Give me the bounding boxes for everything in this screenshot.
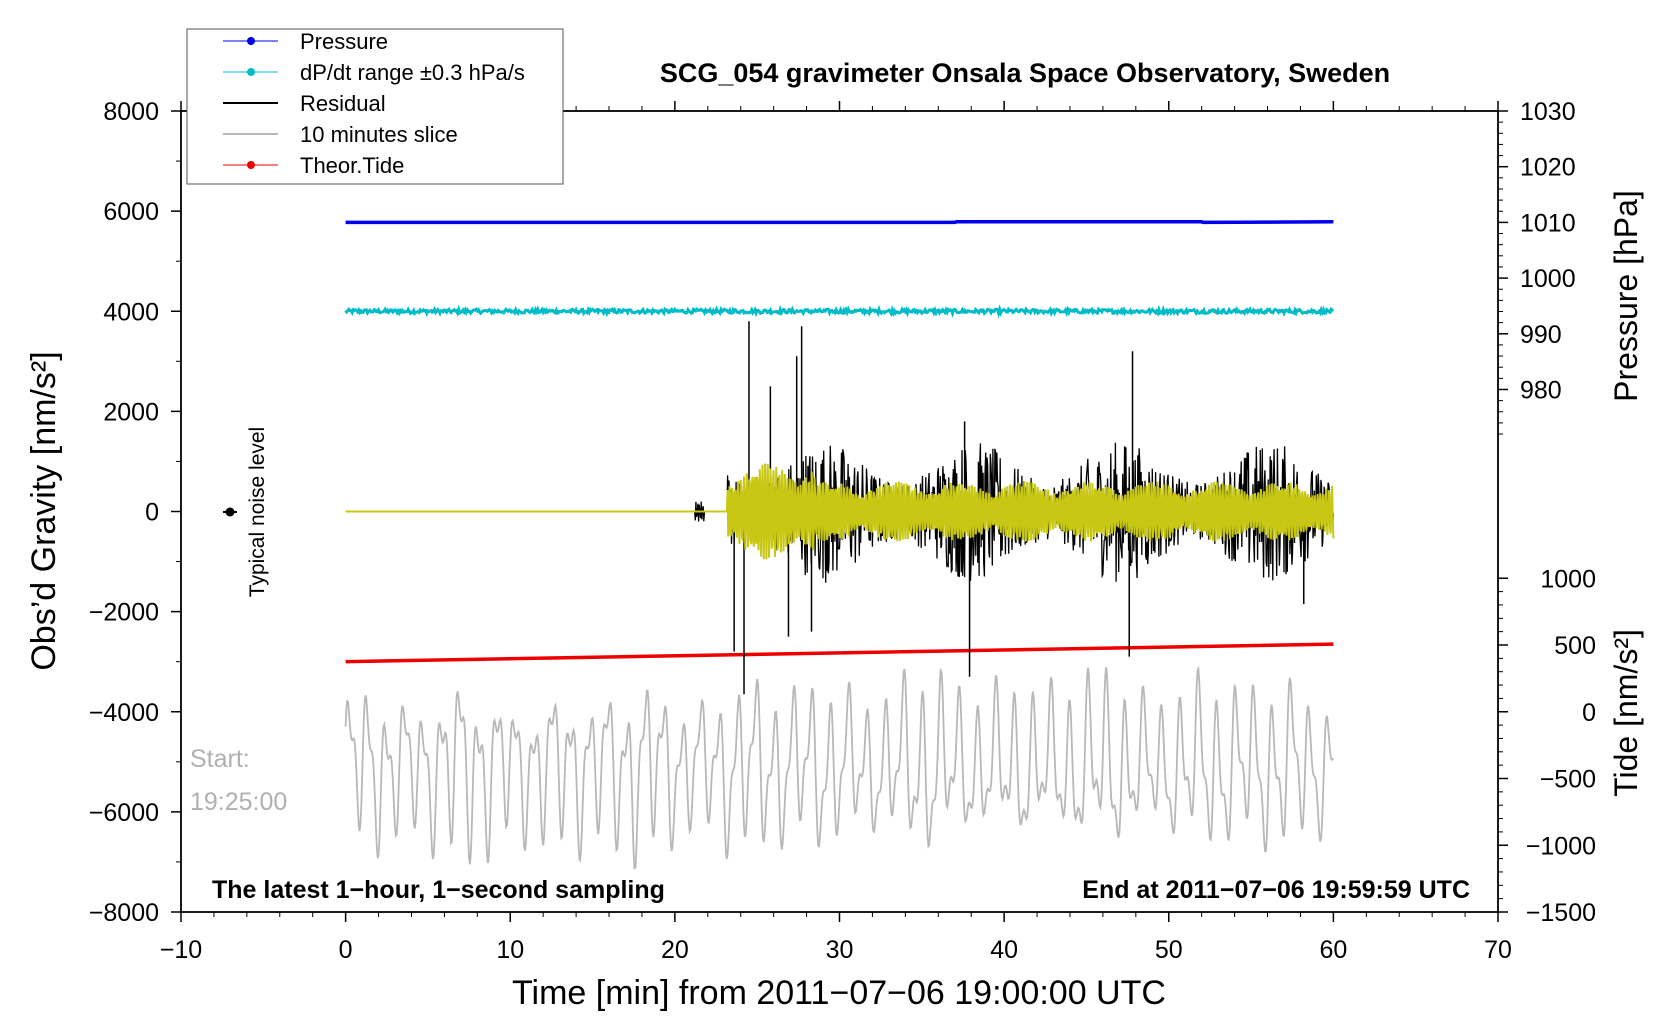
y-left-tick-label: 4000: [103, 298, 159, 326]
legend-box: [186, 28, 564, 185]
tick-layer: −10 0 10 20 30 40 50 60 70−8000−6000−4000−200002…: [89, 98, 1596, 964]
legend-label-2: Residual: [300, 91, 386, 116]
chart-title: SCG_054 gravimeter Onsala Space Observat…: [660, 58, 1390, 88]
series-dpdt: [344, 304, 1335, 319]
y-left-tick-label: 0: [145, 499, 159, 527]
series-10min-slice: [344, 665, 1334, 870]
legend-marker-1: [247, 68, 255, 76]
y-left-tick-label: −2000: [89, 599, 159, 627]
y-left-tick-label: −8000: [89, 899, 159, 927]
y-pressure-tick-label: 990: [1520, 321, 1562, 349]
y-tide-tick-label: −500: [1540, 766, 1596, 794]
y-pressure-tick-label: 1010: [1520, 209, 1576, 237]
x-tick-label: 70: [1484, 936, 1512, 964]
x-axis-label: Time [min] from 2011−07−06 19:00:00 UTC: [512, 974, 1166, 1012]
x-tick-label: 60: [1319, 936, 1347, 964]
y-tide-tick-label: 1000: [1540, 565, 1596, 593]
legend-marker-0: [247, 37, 255, 45]
legend-label-0: Pressure: [300, 29, 388, 54]
y-tide-tick-label: −1000: [1526, 832, 1596, 860]
legend-label-3: 10 minutes slice: [300, 122, 458, 147]
series-theor-tide: [345, 642, 1334, 664]
legend: Pressure dP/dt range ±0.3 hPa/s Residual 10…: [186, 28, 564, 185]
x-tick-label: −10: [160, 936, 202, 964]
x-tick-label: 50: [1155, 936, 1183, 964]
y-tide-tick-label: 0: [1582, 699, 1596, 727]
series-layer: [344, 220, 1335, 870]
sampling-note: The latest 1−hour, 1−second sampling: [212, 876, 665, 904]
y-left-tick-label: −6000: [89, 799, 159, 827]
legend-marker-4: [247, 161, 255, 169]
y-pressure-tick-label: 980: [1520, 376, 1562, 404]
y-pressure-tick-label: 1030: [1520, 98, 1576, 126]
y-pressure-tick-label: 1000: [1520, 265, 1576, 293]
x-tick-label: 40: [990, 936, 1018, 964]
x-tick-label: 30: [826, 936, 854, 964]
y-pressure-tick-label: 1020: [1520, 154, 1576, 182]
end-time-note: End at 2011−07−06 19:59:59 UTC: [1082, 876, 1470, 904]
y-tide-tick-label: −1500: [1526, 899, 1596, 927]
series-pressure: [345, 220, 1334, 225]
legend-label-1: dP/dt range ±0.3 hPa/s: [300, 60, 525, 85]
x-tick-label: 10: [496, 936, 524, 964]
series-filtered: [345, 463, 1335, 560]
y-left-tick-label: 6000: [103, 198, 159, 226]
y-axis-label-tide: Tide [nm/s²]: [1608, 629, 1644, 797]
start-label: Start:: [190, 745, 250, 773]
x-tick-label: 0: [339, 936, 353, 964]
legend-label-4: Theor.Tide: [300, 153, 404, 178]
x-tick-label: 20: [661, 936, 689, 964]
y-tide-tick-label: 500: [1554, 632, 1596, 660]
y-axis-label-pressure: Pressure [hPa]: [1608, 190, 1644, 402]
y-left-tick-label: 8000: [103, 98, 159, 126]
y-axis-label-left: Obs’d Gravity [nm/s²]: [25, 351, 63, 670]
y-left-tick-label: 2000: [103, 398, 159, 426]
y-left-tick-label: −4000: [89, 699, 159, 727]
noise-level-label: Typical noise level: [246, 427, 269, 597]
start-time: 19:25:00: [190, 788, 287, 816]
